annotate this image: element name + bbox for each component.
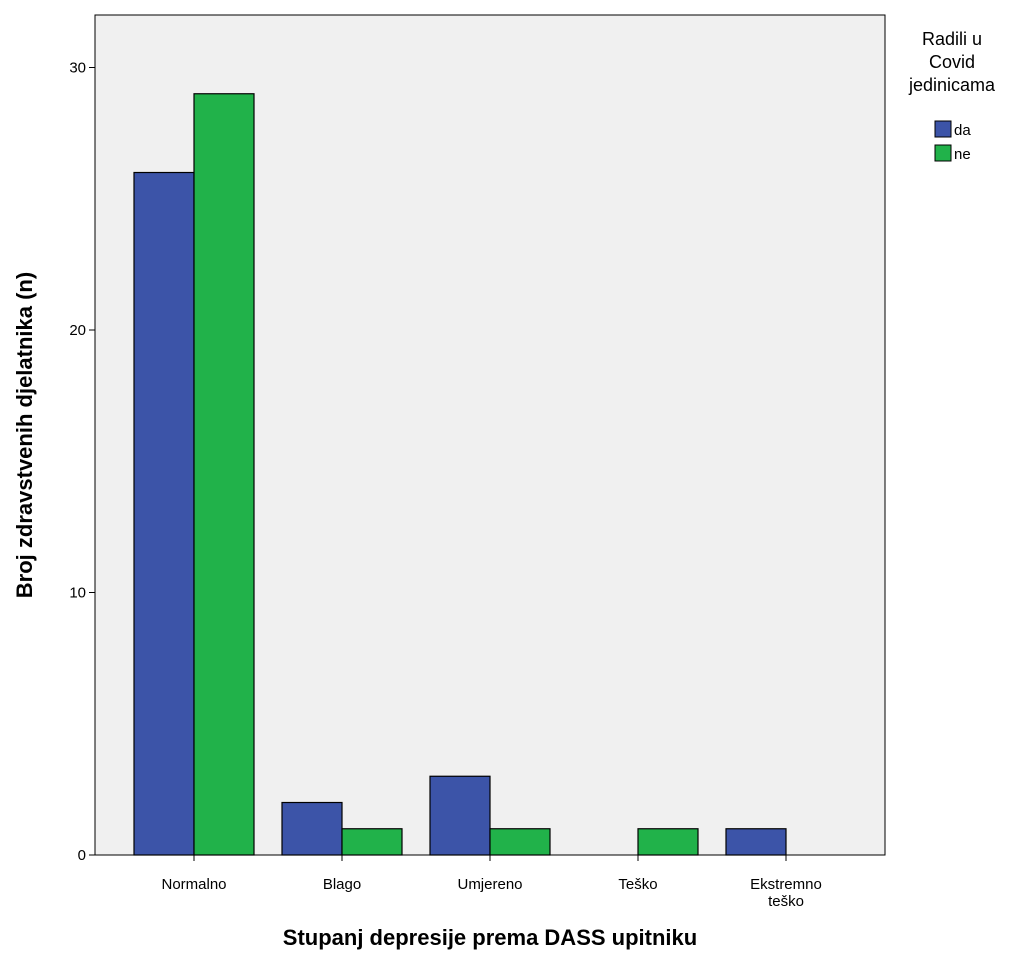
y-tick-label-0: 0 — [78, 847, 86, 864]
x-tick-label-4-line0: Ekstremno — [750, 876, 822, 893]
legend-label-ne: ne — [954, 146, 971, 163]
legend-swatch-ne — [934, 144, 952, 162]
bar-da-0 — [133, 171, 195, 856]
y-axis-title: Broj zdravstvenih djelatnika (n) — [12, 272, 37, 598]
y-tick-label-2: 20 — [69, 322, 86, 339]
legend-label-da: da — [954, 122, 971, 139]
x-tick-label-0: Normalno — [161, 876, 226, 893]
legend-title-line-0: Radili u — [922, 29, 982, 49]
x-tick-label-3: Teško — [618, 876, 657, 893]
y-tick-label-1: 10 — [69, 585, 86, 602]
x-tick-label-2: Umjereno — [457, 876, 522, 893]
legend-title-line-1: Covid — [929, 52, 975, 72]
bar-ne-2 — [489, 828, 551, 856]
x-tick-label-4-line1: teško — [768, 893, 804, 910]
bar-da-4 — [725, 828, 787, 856]
legend-title-line-2: jedinicama — [908, 75, 996, 95]
bar-ne-3 — [637, 828, 699, 856]
x-axis-title: Stupanj depresije prema DASS upitniku — [283, 925, 697, 950]
y-tick-label-3: 30 — [69, 60, 86, 77]
bars-group — [133, 93, 787, 856]
legend: Radili u Covid jedinicama da ne — [908, 29, 996, 163]
y-axis-ticks: 0 10 20 30 — [69, 60, 95, 864]
bar-da-1 — [281, 801, 343, 856]
x-tick-label-1: Blago — [323, 876, 361, 893]
bar-da-2 — [429, 775, 491, 856]
bar-ne-1 — [341, 828, 403, 856]
bar-ne-0 — [193, 93, 255, 856]
legend-swatch-da — [934, 120, 952, 138]
